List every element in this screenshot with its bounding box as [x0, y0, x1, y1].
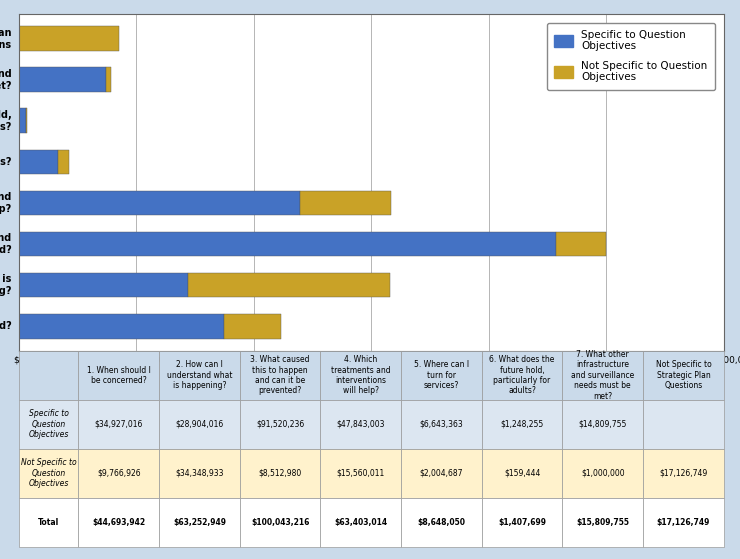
Bar	[300, 191, 391, 215]
Bar	[58, 150, 70, 174]
Bar	[18, 26, 119, 51]
Bar	[223, 314, 281, 339]
Bar	[18, 150, 58, 174]
Bar	[18, 68, 106, 92]
Bar	[189, 273, 390, 297]
Bar	[18, 314, 223, 339]
Bar	[18, 191, 300, 215]
Bar	[18, 273, 189, 297]
Bar	[18, 108, 26, 133]
Legend: Specific to Question
Objectives, Not Specific to Question
Objectives: Specific to Question Objectives, Not Spe…	[547, 22, 715, 89]
Bar	[106, 68, 112, 92]
Bar	[556, 232, 606, 257]
Bar	[26, 108, 27, 133]
Bar	[18, 232, 556, 257]
